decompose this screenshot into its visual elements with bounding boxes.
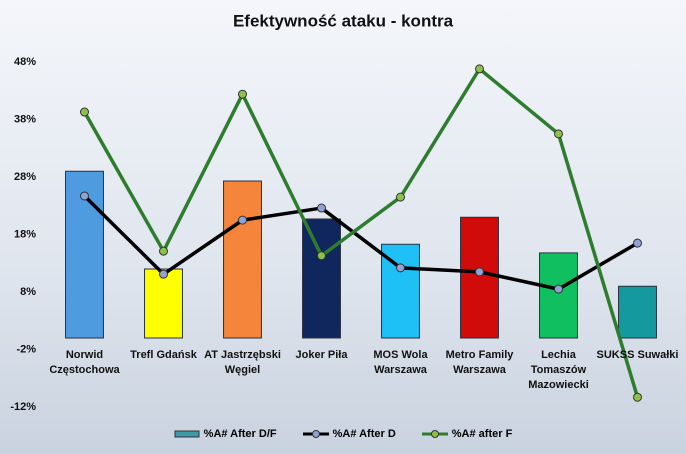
bar [302,218,341,339]
marker [554,284,563,294]
y-tick-label: -12% [10,401,36,413]
marker [633,392,642,402]
marker [317,203,326,213]
y-tick-label: 18% [14,228,36,240]
bar [460,216,499,339]
legend: %A# After D/F %A# After D %A# after F [0,428,686,440]
marker [396,263,405,273]
legend-swatch [421,430,448,438]
x-tick-label: AT Jastrzębski Węgiel [204,349,281,376]
x-tick-label: Metro Family Warszawa [445,349,514,376]
marker [238,89,247,99]
x-tick-label: Trefl Gdańsk [130,349,197,361]
x-tick-label: MOS Wola Warszawa [373,349,428,376]
bar [144,268,183,339]
legend-item: %A# After D/F [174,428,277,440]
x-tick-label: Norwid Częstochowa [49,349,120,376]
line [82,67,640,398]
y-tick-label: 38% [14,113,36,125]
marker [317,251,326,261]
bar [223,180,262,339]
marker [80,107,89,117]
y-tick-label: 48% [14,56,36,68]
marker [475,64,484,74]
legend-label: %A# after F [451,428,513,440]
marker [633,238,642,248]
bar [618,285,657,339]
x-tick-label: Joker Piła [295,349,348,361]
legend-swatch [174,430,200,438]
legend-item: %A# after F [421,428,513,440]
y-tick-label: 8% [20,286,36,298]
legend-item: %A# After D [302,428,396,440]
swatch [174,430,200,438]
marker [396,192,405,202]
marker [80,191,89,201]
chart-title: Efektywność ataku - kontra [233,11,454,30]
legend-label: %A# After D/F [203,428,277,440]
y-tick-label: -2% [16,343,36,355]
bar [539,252,578,339]
x-tick-label: SUKSS Suwałki [596,349,679,361]
marker [238,215,247,225]
legend-label: %A# After D [332,428,396,440]
legend-swatch [302,430,329,438]
marker [475,267,484,277]
x-tick-label: Lechia Tomaszów Mazowiecki [528,349,589,391]
swatch-marker [430,430,439,438]
marker [159,246,168,256]
line [83,194,639,291]
marker [159,269,168,279]
y-tick-label: 28% [14,171,36,183]
marker [554,129,563,139]
swatch-marker [311,430,320,438]
